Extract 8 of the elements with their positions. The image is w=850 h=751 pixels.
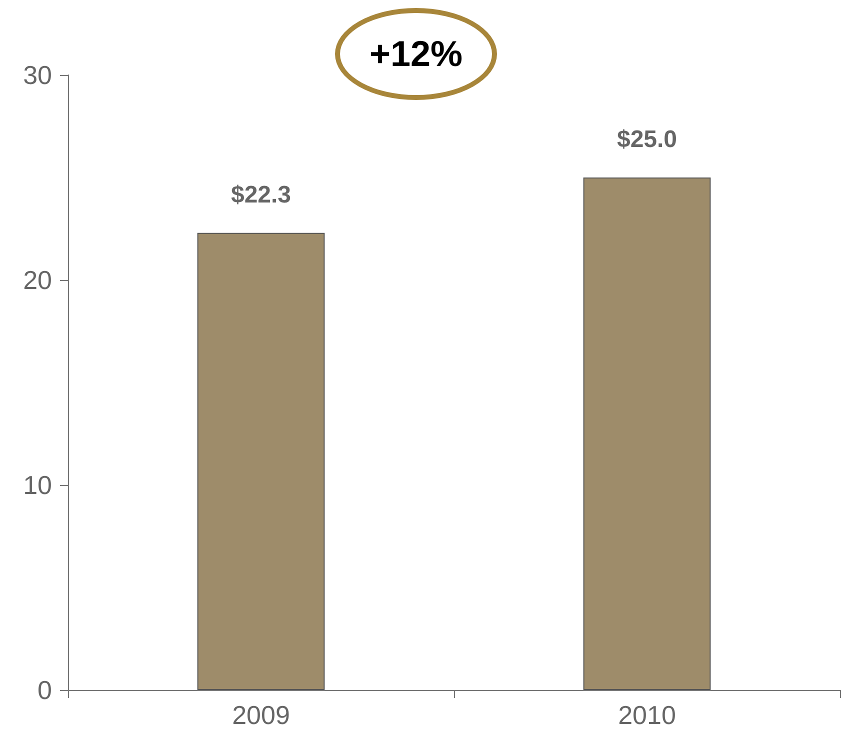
data-label: $22.3 [230,181,292,208]
x-tick-label: 2010 [618,700,676,730]
x-tick-label: 2009 [232,700,290,730]
y-tick-label: 0 [38,675,52,705]
data-label: $25.0 [616,126,678,153]
y-tick-label: 10 [23,470,52,500]
y-tick-label: 20 [23,265,52,295]
y-tick-label: 30 [23,60,52,90]
